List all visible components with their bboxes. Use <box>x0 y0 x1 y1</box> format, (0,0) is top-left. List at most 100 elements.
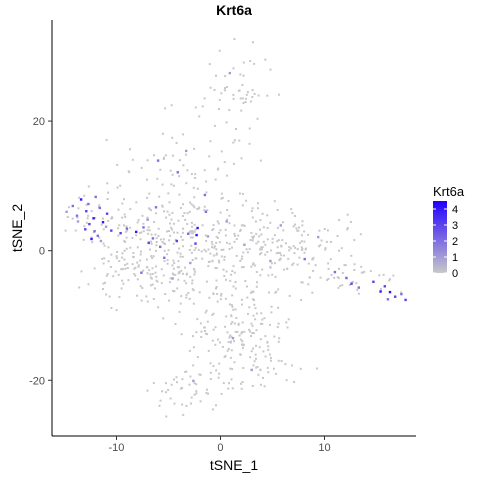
cell-point <box>234 272 236 274</box>
expressing-cell-point <box>105 226 107 228</box>
cell-point <box>219 241 221 243</box>
cell-point <box>252 291 254 293</box>
cell-point <box>319 244 321 246</box>
cell-point <box>309 277 311 279</box>
cell-point <box>231 270 233 272</box>
cell-point <box>170 398 172 400</box>
cell-point <box>149 249 151 251</box>
cell-point <box>211 241 213 243</box>
cell-point <box>228 215 230 217</box>
cell-point <box>231 368 233 370</box>
cell-point <box>146 259 148 261</box>
cell-point <box>252 41 254 43</box>
cell-point <box>218 377 220 379</box>
expressing-cell-point <box>99 207 101 209</box>
cell-point <box>278 337 280 339</box>
cell-point <box>211 243 213 245</box>
cell-point <box>204 97 206 99</box>
cell-point <box>155 250 157 252</box>
cell-point <box>213 293 215 295</box>
cell-point <box>231 294 233 296</box>
expressing-cell-point <box>85 210 87 212</box>
cell-point <box>232 142 234 144</box>
cell-point <box>294 224 296 226</box>
expressing-cell-point <box>226 220 228 222</box>
cell-point <box>293 245 295 247</box>
expressing-cell-point <box>192 380 194 382</box>
cell-point <box>211 260 213 262</box>
cell-point <box>105 294 107 296</box>
cell-point <box>262 213 264 215</box>
cell-point <box>165 391 167 393</box>
expressing-cell-point <box>334 271 336 273</box>
cell-point <box>290 208 292 210</box>
cell-point <box>233 98 235 100</box>
cell-point <box>243 102 245 104</box>
cell-point <box>347 214 349 216</box>
cell-point <box>208 350 210 352</box>
cell-point <box>221 255 223 257</box>
cell-point <box>341 247 343 249</box>
cell-point <box>107 273 109 275</box>
cell-point <box>285 242 287 244</box>
cell-point <box>216 286 218 288</box>
cell-point <box>279 259 281 261</box>
cell-point <box>245 101 247 103</box>
expressing-cell-point <box>84 228 86 230</box>
cell-point <box>111 217 113 219</box>
cell-point <box>327 278 329 280</box>
cell-point <box>241 388 243 390</box>
cell-point <box>155 244 157 246</box>
cell-point <box>132 263 134 265</box>
cell-point <box>173 185 175 187</box>
cell-point <box>241 344 243 346</box>
cell-point <box>201 250 203 252</box>
cell-point <box>172 174 174 176</box>
cell-point <box>204 330 206 332</box>
cell-point <box>186 405 188 407</box>
cell-point <box>129 148 131 150</box>
cell-point <box>147 233 149 235</box>
cell-point <box>249 60 251 62</box>
cell-point <box>226 271 228 273</box>
cell-point <box>312 270 314 272</box>
cell-point <box>193 273 195 275</box>
cell-point <box>260 369 262 371</box>
cell-point <box>124 268 126 270</box>
cell-point <box>72 218 74 220</box>
cell-point <box>107 192 109 194</box>
cell-point <box>189 376 191 378</box>
cell-point <box>301 249 303 251</box>
cell-point <box>218 363 220 365</box>
cell-point <box>146 266 148 268</box>
cell-point <box>247 91 249 93</box>
cell-point <box>318 230 320 232</box>
cell-point <box>294 215 296 217</box>
cell-point <box>278 94 280 96</box>
cell-point <box>155 212 157 214</box>
cell-point <box>251 350 253 352</box>
expressing-cell-point <box>80 198 82 200</box>
cell-point <box>274 234 276 236</box>
cell-point <box>232 309 234 311</box>
cell-point <box>200 331 202 333</box>
cell-point <box>239 90 241 92</box>
cell-point <box>219 341 221 343</box>
cell-point <box>264 59 266 61</box>
expressing-cell-point <box>317 236 319 238</box>
cell-point <box>116 309 118 311</box>
cell-point <box>228 382 230 384</box>
cell-point <box>91 241 93 243</box>
cell-point <box>135 234 137 236</box>
cell-point <box>246 286 248 288</box>
cell-point <box>338 287 340 289</box>
cell-point <box>330 241 332 243</box>
cell-point <box>229 248 231 250</box>
cell-point <box>293 381 295 383</box>
cell-point <box>246 248 248 250</box>
cell-point <box>170 227 172 229</box>
cell-point <box>139 260 141 262</box>
cell-point <box>224 87 226 89</box>
cell-point <box>245 98 247 100</box>
cell-point <box>255 367 257 369</box>
